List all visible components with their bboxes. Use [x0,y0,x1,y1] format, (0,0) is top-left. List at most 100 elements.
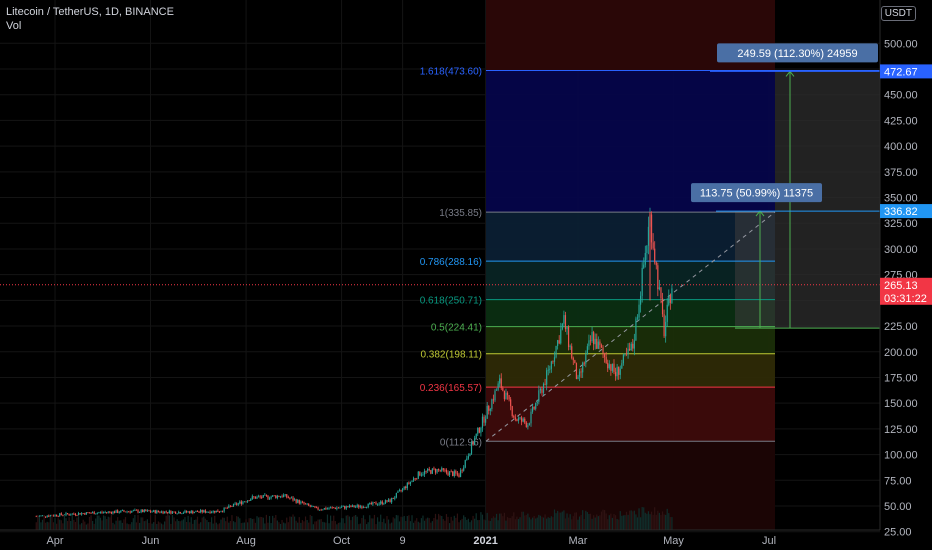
candle-body [189,511,191,514]
candle-body [174,511,177,514]
candle-body [561,323,563,330]
candle-body [328,508,330,510]
volume-bar [201,517,203,530]
candle-body [142,509,144,513]
volume-bar [257,517,260,530]
volume-bar [251,519,253,530]
candle-body [60,513,62,515]
fib-level-label: 0(112.96) [440,437,482,448]
candle-body [99,511,102,513]
volume-bar [423,520,426,530]
price-badge: 03:31:22 [884,293,927,305]
volume-bar [464,517,466,530]
candle-body [470,442,473,454]
volume-bar [54,518,56,530]
volume-bar [625,511,628,530]
candle-body [366,507,368,509]
volume-bar [422,515,424,530]
candle-body [569,346,571,348]
candle-body [290,497,293,499]
candle-body [380,501,382,504]
volume-bar [591,518,593,530]
candle-body [295,499,297,503]
volume-bar [596,514,598,530]
volume-bar [317,519,319,530]
volume-bar [555,513,557,530]
volume-bar [328,523,330,530]
candle-body [232,503,235,507]
volume-bar [442,519,444,530]
volume-bar [245,519,247,530]
volume-bar [196,516,199,530]
volume-bar [497,520,499,530]
price-tick-label: 225.00 [884,321,918,333]
candle-body [524,418,526,423]
volume-bar [574,512,576,530]
volume-bar [74,521,76,530]
candle-body [411,480,413,482]
candle-body [603,353,606,357]
volume-bar [459,520,462,530]
candle-body [517,418,520,421]
volume-bar [635,514,637,530]
candle-body [117,510,119,513]
volume-bar [522,511,524,530]
volume-bar [66,521,69,530]
candle-body [138,512,141,513]
volume-bar [68,517,70,530]
volume-bar [243,522,246,530]
volume-bar [337,522,340,530]
candle-body [293,499,296,501]
volume-bar [467,518,469,530]
candle-body [212,510,214,513]
candle-body [167,512,169,513]
price-tick-label: 150.00 [884,398,918,410]
measure-label: 113.75 (50.99%) 11375 [700,188,813,200]
candle-body [95,513,97,515]
volume-bar [336,524,338,530]
volume-bar [384,523,386,530]
candle-body [160,511,163,513]
volume-bar [654,507,656,530]
volume-bar [350,520,352,530]
volume-bar [646,513,648,530]
candle-body [217,510,219,512]
candle-body [412,478,415,481]
candle-body [552,361,554,363]
candle-body [547,369,549,371]
measure-label-box [717,43,878,63]
volume-bar [106,518,108,530]
volume-bar [624,515,626,530]
currency-button[interactable]: USDT [880,6,916,21]
candle-body [284,494,286,496]
candle-body [486,405,488,419]
candle-body [85,512,87,515]
volume-bar [481,514,484,530]
volume-bar [242,522,244,530]
candle-body [555,345,557,358]
candle-body [201,510,203,513]
volume-bar [265,514,268,530]
candle-body [650,214,653,243]
candle-body [192,510,194,514]
volume-bar [215,522,217,530]
candle-body [101,511,103,513]
volume-bar [578,516,581,530]
candle-body [505,392,507,400]
candle-body [74,514,76,515]
candle-body [129,511,131,513]
volume-bar [448,523,451,530]
candle-body [190,510,192,514]
volume-bar [52,522,55,530]
candle-body [52,515,55,517]
volume-bar [179,521,181,530]
candle-body [586,346,588,355]
volume-bar [452,520,454,530]
candle-body [257,496,260,498]
volume-bar [342,518,344,530]
volume-bar [475,513,477,530]
candle-body [265,494,268,496]
candle-body [359,506,361,508]
volume-bar [378,521,380,530]
